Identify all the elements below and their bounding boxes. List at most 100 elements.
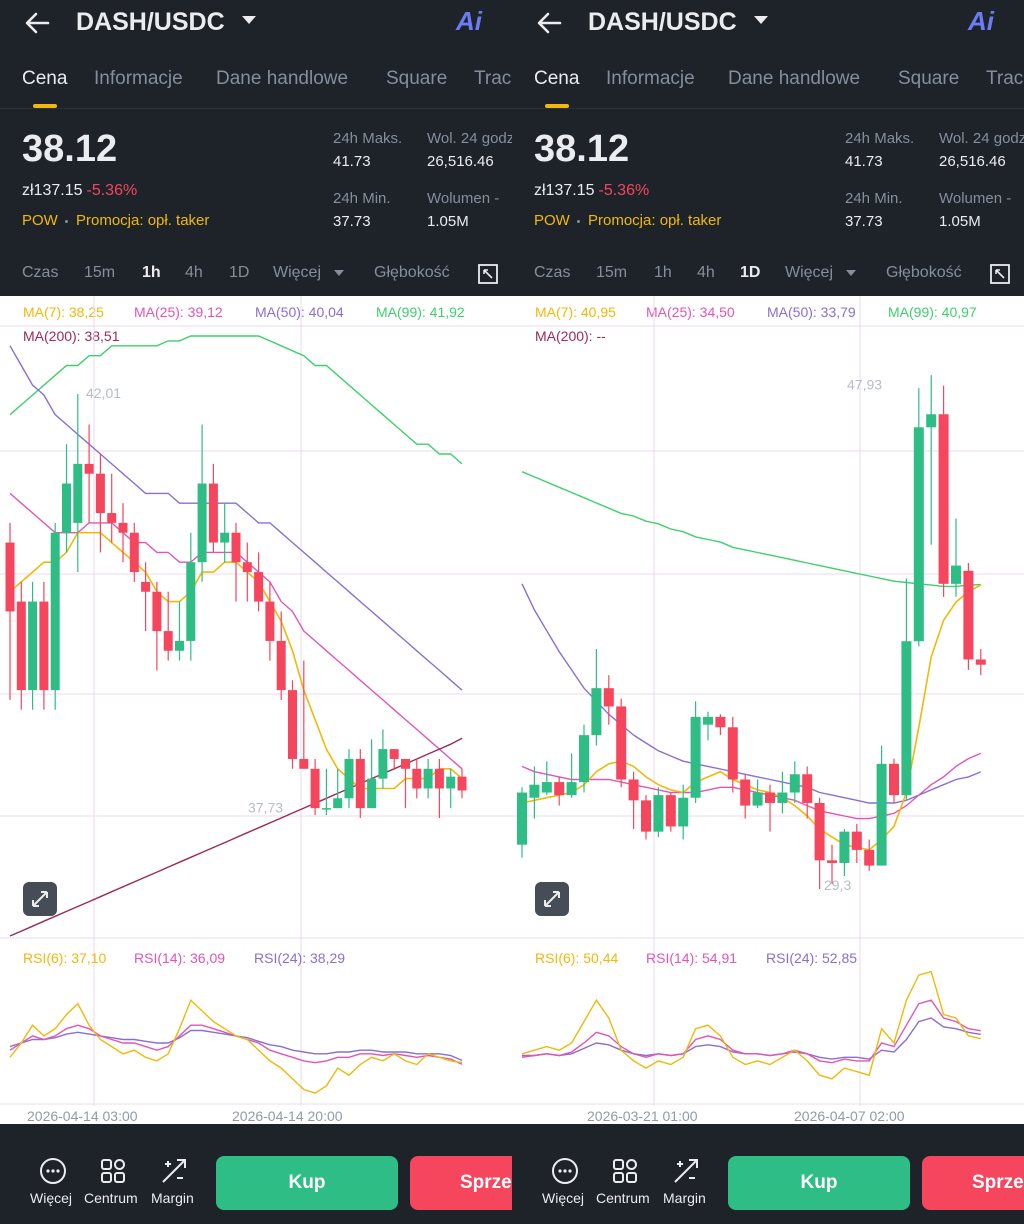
bottom-bar: Więcej Centrum Margin Kup Sprzedaj (512, 1124, 1024, 1224)
tab-info[interactable]: Informacje (94, 68, 183, 89)
back-arrow-icon[interactable] (534, 8, 564, 38)
fiat-price: zł137.15 (534, 182, 595, 199)
margin-label[interactable]: Margin (151, 1190, 194, 1206)
candle-body (839, 831, 850, 863)
header-area: DASH/USDC Ai Cena Informacje Dane handlo… (512, 0, 1024, 296)
promo-tag[interactable]: Promocja: opł. taker (588, 212, 722, 229)
center-label[interactable]: Centrum (84, 1190, 138, 1206)
sell-button[interactable]: Sprzedaj (922, 1156, 1024, 1210)
candle-body (616, 706, 627, 780)
center-icon[interactable] (98, 1156, 128, 1186)
tab-trading[interactable]: Trac (986, 68, 1024, 89)
ma50-legend: MA(50): 40,04 (255, 304, 344, 320)
more-icon[interactable] (550, 1156, 580, 1186)
rsi24-line (522, 1017, 981, 1060)
interval-4h[interactable]: 4h (185, 264, 203, 281)
candle-body (876, 763, 887, 866)
tab-price[interactable]: Cena (22, 68, 68, 89)
rsi6-legend: RSI(6): 50,44 (535, 950, 619, 966)
interval-4h[interactable]: 4h (697, 264, 715, 281)
buy-button[interactable]: Kup (216, 1156, 398, 1210)
high-value: 41.73 (845, 153, 883, 170)
candle-body (727, 727, 738, 780)
high-value: 41.73 (333, 153, 371, 170)
tab-trading[interactable]: Trac (474, 68, 512, 89)
promo-tag[interactable]: Promocja: opł. taker (76, 212, 210, 229)
more-label[interactable]: Więcej (542, 1190, 585, 1206)
interval-more[interactable]: Więcej (785, 264, 834, 281)
back-arrow-icon[interactable] (22, 8, 52, 38)
fullscreen-icon[interactable] (478, 264, 498, 284)
ai-button[interactable]: Ai (456, 6, 482, 36)
interval-more[interactable]: Więcej (273, 264, 322, 281)
tab-square[interactable]: Square (386, 68, 448, 89)
candle-body (517, 792, 527, 845)
ai-button[interactable]: Ai (968, 6, 994, 36)
expand-chart-button[interactable] (535, 882, 569, 916)
top-nav-bar: DASH/USDC Ai (512, 0, 1024, 50)
interval-15m[interactable]: 15m (596, 264, 628, 281)
candle-body (333, 798, 343, 809)
ma200-legend: MA(200): 38,51 (23, 328, 120, 344)
fullscreen-icon[interactable] (990, 264, 1010, 284)
chart-panel-1d: DASH/USDC Ai Cena Informacje Dane handlo… (512, 0, 1024, 1224)
interval-1d[interactable]: 1D (740, 264, 761, 281)
interval-15m[interactable]: 15m (84, 264, 116, 281)
ma50-line (521, 583, 982, 804)
tag-pow[interactable]: POW (22, 212, 58, 229)
depth-tab[interactable]: Głębokość (374, 264, 450, 281)
tab-trade-data[interactable]: Dane handlowe (216, 68, 349, 89)
pair-title[interactable]: DASH/USDC (76, 8, 225, 36)
candle-body (310, 768, 320, 809)
low-value: 37.73 (333, 213, 371, 230)
candle-body (163, 631, 173, 651)
chevron-down-icon (334, 270, 344, 276)
expand-chart-button[interactable] (23, 882, 57, 916)
margin-icon[interactable] (159, 1156, 189, 1186)
more-label[interactable]: Więcej (30, 1190, 73, 1206)
candle-body (50, 532, 60, 691)
margin-label[interactable]: Margin (663, 1190, 706, 1206)
interval-1h[interactable]: 1h (142, 264, 161, 281)
active-tab-indicator (545, 104, 569, 108)
volume-value: 26,516.46 (427, 153, 494, 170)
candlestick-chart[interactable]: 47,93 29,3 (512, 296, 1024, 1124)
chevron-down-icon[interactable] (242, 16, 256, 24)
center-icon[interactable] (610, 1156, 640, 1186)
interval-1h[interactable]: 1h (654, 264, 672, 281)
candle-body (367, 778, 377, 809)
volume-value: 26,516.46 (939, 153, 1006, 170)
center-label[interactable]: Centrum (596, 1190, 650, 1206)
interval-time[interactable]: Czas (22, 264, 59, 281)
ma25-legend: MA(25): 34,50 (646, 304, 735, 320)
expand-icon (32, 891, 48, 907)
volume2-value: 1.05M (427, 213, 469, 230)
fiat-price-row: zł137.15 -5.36% (534, 182, 649, 200)
candle-body (938, 414, 949, 584)
expand-icon (544, 891, 560, 907)
volume2-label: Wolumen - (939, 190, 1012, 207)
interval-1d[interactable]: 1D (229, 264, 250, 281)
tab-trade-data[interactable]: Dane handlowe (728, 68, 861, 89)
more-icon[interactable] (38, 1156, 68, 1186)
depth-tab[interactable]: Głębokość (886, 264, 962, 281)
sell-button[interactable]: Sprzedaj (410, 1156, 512, 1210)
tab-square[interactable]: Square (898, 68, 960, 89)
margin-icon[interactable] (671, 1156, 701, 1186)
ma99-line (9, 335, 463, 465)
candle-body (107, 513, 117, 523)
chevron-down-icon[interactable] (754, 16, 768, 24)
tab-price[interactable]: Cena (534, 68, 580, 89)
pair-title[interactable]: DASH/USDC (588, 8, 737, 36)
tag-pow[interactable]: POW (534, 212, 570, 229)
high-price-label: 42,01 (86, 385, 121, 401)
candle-body (39, 601, 49, 691)
candlestick-chart[interactable]: 42,01 37,73 (0, 296, 512, 1124)
rsi14-legend: RSI(14): 36,09 (134, 950, 226, 966)
low-label: 24h Min. (333, 190, 391, 207)
candle-body (765, 792, 775, 803)
tab-info[interactable]: Informacje (606, 68, 695, 89)
interval-time[interactable]: Czas (534, 264, 571, 281)
buy-button[interactable]: Kup (728, 1156, 910, 1210)
candle-body (231, 532, 241, 563)
